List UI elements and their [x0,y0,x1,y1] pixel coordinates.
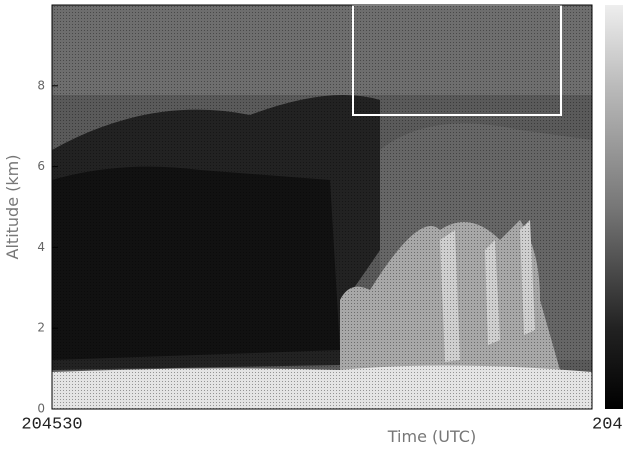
y-tick-label: 8 [37,78,45,92]
y-tick-label: 4 [37,240,45,254]
image-field [52,5,592,409]
x-axis-label: Time (UTC) [387,427,476,446]
y-axis-label: Altitude (km) [3,155,22,260]
x-axis: 204530 204730 [21,401,623,434]
x-tick-label: 204530 [21,415,82,434]
x-tick-label: 204730 [592,415,623,434]
y-tick-label: 0 [37,402,45,416]
y-tick-label: 6 [37,159,45,173]
y-axis: 0 2 4 6 8 [37,78,58,416]
colorbar [605,5,623,409]
y-tick-label: 2 [37,321,45,335]
plot-frame [51,4,593,410]
